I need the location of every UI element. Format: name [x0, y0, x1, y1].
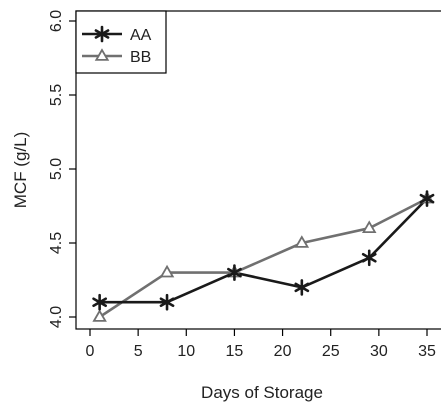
legend-marker-aa [94, 25, 110, 43]
legend-label-aa: AA [130, 27, 152, 44]
x-tick-label: 5 [134, 343, 143, 360]
data-point-bb [361, 220, 377, 234]
markers-aa [92, 190, 435, 311]
x-tick-label: 25 [322, 343, 340, 360]
plot-frame [75, 10, 441, 330]
y-axis: 4.0 4.5 5.0 5.5 6.0 [48, 10, 76, 328]
legend-item-bb: BB [82, 48, 151, 66]
x-tick-label: 30 [370, 343, 388, 360]
series-line-bb [98, 197, 428, 319]
data-point-aa [419, 190, 435, 207]
x-tick-label: 0 [86, 343, 95, 360]
series-aa [99, 197, 428, 304]
y-axis-title: MCF (g/L) [11, 132, 30, 209]
x-tick-label: 10 [177, 343, 195, 360]
data-point-aa [227, 264, 242, 281]
legend-items: AA BB [82, 25, 152, 66]
x-axis: 0 5 10 15 20 25 30 35 [86, 329, 436, 360]
series-line-aa [99, 197, 428, 304]
y-tick-label: 5.5 [48, 84, 65, 106]
data-point-aa [159, 293, 175, 311]
data-point-aa [92, 293, 107, 311]
y-tick-label: 6.0 [48, 10, 65, 32]
series-bb [98, 197, 428, 319]
x-tick-label: 35 [418, 343, 436, 360]
legend-item-aa: AA [82, 25, 152, 44]
data-point-aa [294, 279, 310, 296]
x-axis-title: Days of Storage [201, 383, 323, 402]
data-point-bb [92, 309, 107, 322]
legend-box [75, 10, 167, 74]
legend-label-bb: BB [130, 49, 151, 66]
x-tick-label: 20 [274, 343, 292, 360]
legend: AA BB [75, 10, 167, 74]
legend-marker-bb [94, 48, 110, 61]
y-tick-label: 4.5 [48, 232, 65, 254]
series-layer [92, 190, 435, 322]
data-point-bb [159, 264, 175, 278]
data-point-bb [294, 235, 310, 248]
x-tick-label: 15 [226, 343, 244, 360]
y-tick-label: 5.0 [48, 158, 65, 180]
y-tick-label: 4.0 [48, 306, 65, 328]
data-point-aa [361, 249, 377, 267]
